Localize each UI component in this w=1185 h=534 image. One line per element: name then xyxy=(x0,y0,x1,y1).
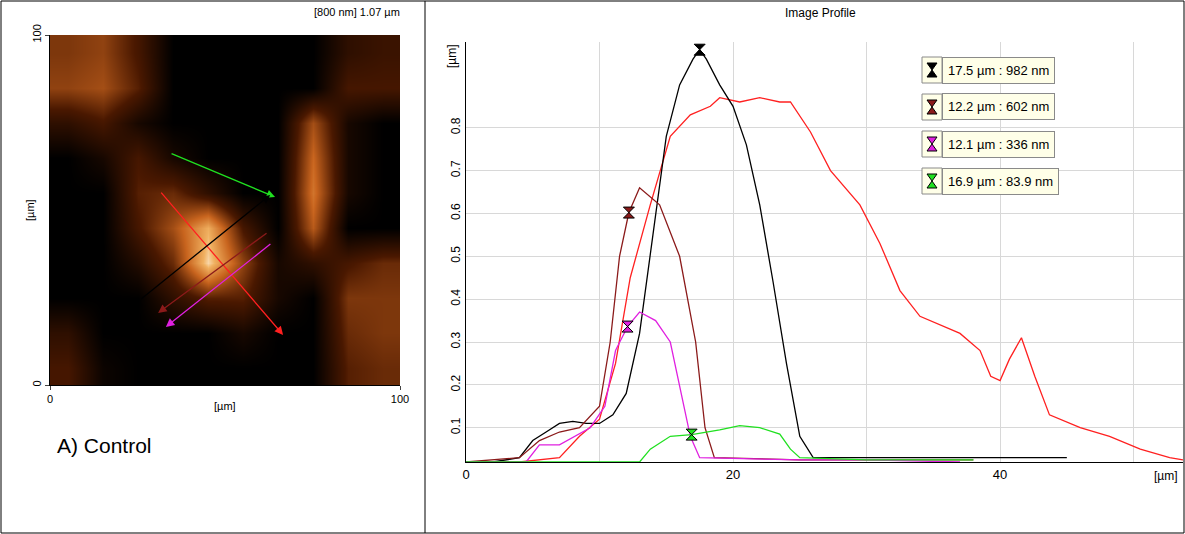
svg-text:0.7: 0.7 xyxy=(449,160,463,177)
svg-text:[µm]: [µm] xyxy=(445,44,459,68)
svg-text:A) Control: A) Control xyxy=(57,434,152,457)
svg-text:0: 0 xyxy=(47,393,53,405)
svg-text:100: 100 xyxy=(31,24,43,42)
svg-text:0.8: 0.8 xyxy=(449,117,463,134)
svg-text:0.3: 0.3 xyxy=(449,332,463,349)
svg-text:0.1: 0.1 xyxy=(449,417,463,434)
svg-text:0: 0 xyxy=(31,380,43,386)
svg-text:0.2: 0.2 xyxy=(449,374,463,391)
svg-text:0.4: 0.4 xyxy=(449,289,463,306)
svg-text:16.9 µm : 83.9 nm: 16.9 µm : 83.9 nm xyxy=(948,174,1053,189)
svg-text:[800 nm] 1.07 µm: [800 nm] 1.07 µm xyxy=(314,6,400,18)
svg-text:40: 40 xyxy=(993,467,1007,482)
svg-text:100: 100 xyxy=(391,393,409,405)
svg-text:17.5 µm : 982 nm: 17.5 µm : 982 nm xyxy=(948,63,1049,78)
svg-text:12.1 µm : 336 nm: 12.1 µm : 336 nm xyxy=(948,137,1049,152)
svg-text:Image Profile: Image Profile xyxy=(785,6,856,20)
svg-text:12.2 µm : 602 nm: 12.2 µm : 602 nm xyxy=(948,99,1049,114)
svg-text:0.6: 0.6 xyxy=(449,203,463,220)
svg-text:20: 20 xyxy=(726,467,740,482)
svg-text:[µm]: [µm] xyxy=(214,400,236,412)
svg-text:0.5: 0.5 xyxy=(449,246,463,263)
svg-text:[µm]: [µm] xyxy=(24,199,36,221)
svg-text:[µm]: [µm] xyxy=(1154,469,1178,483)
svg-text:0: 0 xyxy=(462,467,469,482)
